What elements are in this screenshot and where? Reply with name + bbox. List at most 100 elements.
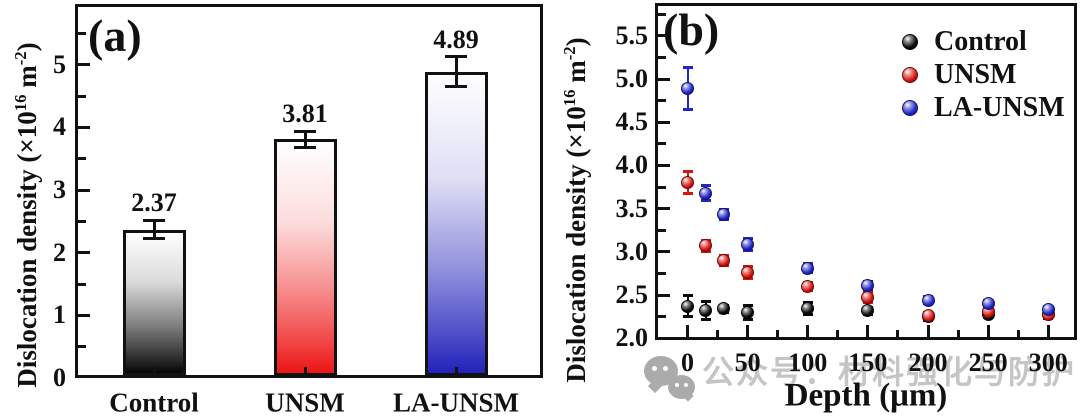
y-axis-tick-label: 4.0 — [615, 150, 649, 180]
data-point — [699, 239, 713, 253]
data-point — [717, 302, 731, 316]
x-axis-major-tick — [686, 325, 689, 337]
legend-label-unsm: UNSM — [934, 59, 1017, 90]
x-axis-tick-label: 300 — [1028, 348, 1068, 377]
panel-b-x-axis-title: Depth (μm) — [784, 377, 948, 414]
y-axis-major-tick — [658, 250, 670, 254]
y-title-text: ) — [12, 42, 42, 52]
wechat-icon-eye — [652, 366, 657, 371]
y-axis-major-tick — [658, 77, 670, 81]
x-axis-minor-tick — [1016, 330, 1020, 337]
error-bar-cap — [700, 183, 711, 187]
data-point — [681, 82, 694, 96]
y-axis-minor-tick — [658, 12, 666, 16]
error-bar-line — [454, 56, 458, 87]
error-bar-cap — [294, 129, 316, 133]
y-axis-minor-tick — [658, 271, 666, 275]
x-axis-major-tick — [1046, 325, 1050, 337]
y-axis-tick-label: 2 — [53, 237, 66, 267]
data-point — [801, 302, 815, 316]
x-axis-major-tick — [866, 325, 870, 337]
y-axis-major-tick — [658, 34, 670, 38]
panel-b-y-axis-title: Dislocation density (×1016 m-2) — [559, 0, 593, 417]
bar-value-label: 2.37 — [131, 188, 177, 218]
y-title-superscript: 16 — [560, 89, 579, 107]
y-axis-minor-tick — [78, 94, 86, 98]
y-axis-major-tick — [78, 313, 90, 317]
y-axis-tick-label: 3 — [53, 175, 66, 205]
y-axis-major-tick — [78, 188, 90, 192]
y-axis-tick-label: 3.5 — [615, 193, 649, 223]
error-bar-cap — [742, 303, 753, 307]
data-point — [699, 304, 713, 318]
y-axis-minor-tick — [78, 282, 86, 286]
wechat-icon-eye — [663, 366, 668, 371]
y-axis-tick-label: 5.0 — [615, 64, 649, 94]
x-axis-tick — [454, 367, 458, 375]
y-axis-major-tick — [658, 336, 670, 340]
data-point — [717, 208, 731, 222]
y-axis-major-tick — [658, 120, 670, 124]
control-marker-icon — [902, 34, 918, 50]
y-axis-minor-tick — [658, 99, 666, 103]
data-point — [681, 299, 694, 313]
x-axis-tick-label: 50 — [734, 348, 761, 377]
x-axis-category-label: Control — [109, 387, 199, 417]
error-bar-cap — [445, 85, 467, 89]
y-axis-major-tick — [658, 207, 670, 211]
y-axis-minor-tick — [658, 55, 666, 59]
x-axis-tick-label: 200 — [908, 348, 948, 377]
x-axis-minor-tick — [776, 330, 780, 337]
y-axis-tick-label: 5.5 — [615, 20, 649, 50]
x-axis-category-label: LA-UNSM — [393, 387, 519, 417]
error-bar-line — [152, 220, 156, 239]
data-point — [741, 237, 755, 251]
data-point — [801, 261, 815, 275]
x-axis-tick-label: 100 — [788, 348, 828, 377]
data-point — [801, 279, 815, 293]
y-title-superscript: -2 — [560, 46, 579, 61]
y-axis-major-tick — [78, 251, 90, 255]
x-axis-tick — [152, 367, 156, 375]
x-axis-major-tick — [806, 325, 810, 337]
y-axis-minor-tick — [658, 315, 666, 319]
x-axis-major-tick — [926, 325, 930, 337]
legend-label-la-unsm: LA-UNSM — [934, 92, 1065, 123]
data-point — [1041, 303, 1055, 317]
bar — [122, 229, 186, 376]
watermark-text: 公众号：材料强化与防护 — [702, 354, 1077, 390]
x-axis-major-tick — [746, 325, 750, 337]
error-bar-cap — [682, 107, 693, 111]
x-axis-tick-label: 150 — [848, 348, 888, 377]
y-title-text: Dislocation density (×10 — [561, 106, 591, 383]
legend-label-control: Control — [934, 26, 1027, 57]
y-axis-minor-tick — [78, 219, 86, 223]
la-unsm-marker-icon — [902, 100, 918, 116]
x-axis-minor-tick — [716, 330, 720, 337]
wechat-icon-eye — [675, 383, 679, 387]
wechat-icon-eye — [684, 383, 688, 387]
data-point — [921, 293, 935, 307]
error-bar-cap — [742, 317, 753, 321]
data-point — [921, 309, 935, 323]
error-bar-cap — [700, 199, 711, 203]
y-axis-tick-label: 0 — [53, 363, 66, 392]
y-title-text: Dislocation density (×10 — [12, 111, 42, 388]
y-title-text: m — [12, 65, 42, 95]
data-point — [741, 266, 755, 280]
panel-a-y-axis-title: Dislocation density (×1016 m-2) — [10, 0, 44, 417]
y-axis-tick-label: 5 — [53, 49, 66, 79]
error-bar-cap — [445, 55, 467, 59]
y-title-superscript: 16 — [11, 94, 30, 112]
x-axis-minor-tick — [956, 330, 960, 337]
panel-b-label: (b) — [663, 4, 720, 55]
y-title-text: m — [561, 60, 591, 90]
x-axis-minor-tick — [836, 330, 840, 337]
x-axis-tick-label: 250 — [968, 348, 1008, 377]
data-point — [717, 254, 731, 267]
y-title-text: ) — [561, 37, 591, 47]
y-axis-tick-label: 4.5 — [615, 107, 649, 137]
y-axis-tick-label: 1 — [53, 300, 66, 330]
y-axis-minor-tick — [78, 157, 86, 161]
